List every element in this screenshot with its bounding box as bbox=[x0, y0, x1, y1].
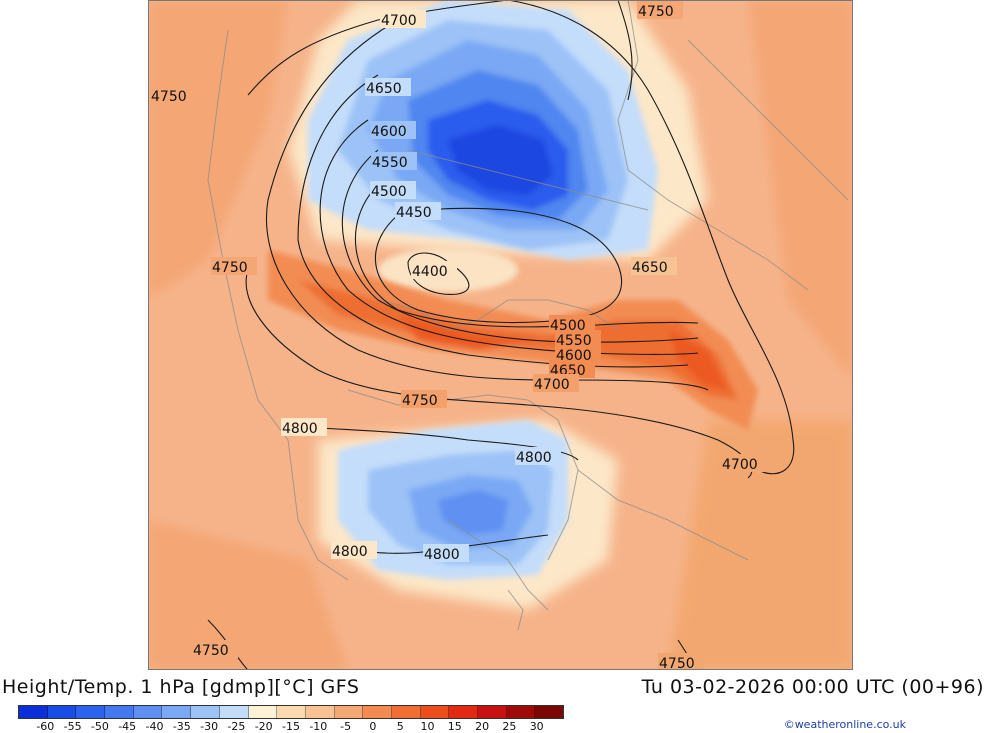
colorbar-tick-label: -35 bbox=[172, 720, 191, 733]
contour-label: 4450 bbox=[396, 205, 432, 221]
contour-label: 4700 bbox=[722, 457, 758, 473]
colorbar-swatch bbox=[219, 706, 249, 718]
height-contours bbox=[207, 0, 795, 670]
contour-4600 bbox=[319, 119, 699, 355]
colorbar-tick-label: 15 bbox=[447, 720, 462, 733]
contour-4700-east bbox=[507, 0, 795, 475]
contour-4750-mid bbox=[245, 269, 753, 479]
colorbar-swatch bbox=[535, 706, 564, 718]
colorbar-swatch bbox=[277, 706, 306, 718]
colorbar-swatch bbox=[391, 706, 421, 718]
colorbar-swatch bbox=[363, 706, 392, 718]
colorbar-swatch bbox=[478, 706, 507, 718]
colorbar-swatch bbox=[506, 706, 536, 718]
colorbar-swatch bbox=[76, 706, 106, 718]
colorbar-ticks: -60 -55 -50 -45 -40 -35 -30 -25 -20 -15 -10 -5 0 5 10 1… bbox=[18, 720, 564, 733]
contour-label: 4700 bbox=[534, 377, 570, 393]
colorbar-swatch bbox=[162, 706, 192, 718]
contour-label: 4750 bbox=[151, 89, 187, 105]
colorbar-tick-label: -50 bbox=[90, 720, 109, 733]
colorbar-tick-label: 0 bbox=[369, 720, 377, 733]
colorbar-tick-label: -60 bbox=[36, 720, 55, 733]
colorbar-swatch bbox=[420, 706, 450, 718]
contour-4700-loop bbox=[266, 19, 709, 391]
colorbar-tick-label: -25 bbox=[227, 720, 246, 733]
colorbar-tick-label: 30 bbox=[529, 720, 544, 733]
warm-band bbox=[268, 250, 758, 430]
colorbar-swatch bbox=[191, 706, 220, 718]
valid-time: Tu 03-02-2026 00:00 UTC (00+96) bbox=[641, 676, 984, 698]
contour-4700-north bbox=[247, 0, 509, 96]
colorbar-tick-label: -45 bbox=[118, 720, 137, 733]
colorbar-tick-label: -55 bbox=[63, 720, 82, 733]
map-svg: 4700 4750 4750 4650 4600 4550 4500 4450 … bbox=[148, 0, 853, 670]
colorbar-tick-label: -15 bbox=[282, 720, 300, 733]
contour-label: 4750 bbox=[659, 656, 695, 670]
contour-label-layer: 4700 4750 4750 4650 4600 4550 4500 4450 … bbox=[150, 1, 767, 670]
colorbar-swatch bbox=[449, 706, 478, 718]
contour-4550 bbox=[341, 149, 699, 343]
contour-label: 4800 bbox=[332, 544, 368, 560]
contour-label: 4800 bbox=[424, 547, 460, 563]
contour-label: 4550 bbox=[372, 155, 408, 171]
colorbar-tick-label: 10 bbox=[420, 720, 435, 733]
contour-label: 4750 bbox=[212, 260, 248, 276]
contour-label: 4700 bbox=[381, 13, 417, 29]
contour-label: 4600 bbox=[371, 124, 407, 140]
contour-4450 bbox=[375, 207, 623, 324]
colorbar-tick-label: -5 bbox=[340, 720, 352, 733]
colorbar bbox=[18, 705, 564, 719]
contour-label: 4400 bbox=[412, 264, 448, 280]
chart-title: Height/Temp. 1 hPa [gdmp][°C] GFS bbox=[2, 676, 360, 698]
colorbar-tick-label: 25 bbox=[502, 720, 517, 733]
contour-label: 4650 bbox=[632, 260, 668, 276]
colorbar-tick-label: 20 bbox=[475, 720, 490, 733]
contour-label: 4750 bbox=[638, 4, 674, 20]
contour-4750-ne bbox=[617, 0, 633, 101]
map-frame bbox=[148, 0, 853, 670]
contour-4500 bbox=[355, 184, 699, 328]
colorbar-swatch bbox=[133, 706, 163, 718]
colorbar-tick-label: 5 bbox=[396, 720, 404, 733]
contour-label: 4750 bbox=[193, 643, 229, 659]
contour-label: 4800 bbox=[282, 421, 318, 437]
colorbar-swatch bbox=[248, 706, 278, 718]
contour-label: 4800 bbox=[516, 450, 552, 466]
colorbar-tick-label: -20 bbox=[254, 720, 273, 733]
colorbar-swatch bbox=[47, 706, 77, 718]
contour-4400 bbox=[407, 252, 470, 295]
colorbar-tick-label: -30 bbox=[200, 720, 219, 733]
colorbar-tick-label: -40 bbox=[145, 720, 164, 733]
colorbar-swatch bbox=[334, 706, 364, 718]
colorbar-swatch bbox=[19, 706, 48, 718]
contour-label: 4750 bbox=[402, 393, 438, 409]
colorbar-tick-label: -10 bbox=[309, 720, 328, 733]
colorbar-swatch bbox=[305, 706, 335, 718]
contour-label: 4650 bbox=[366, 81, 402, 97]
credit-link[interactable]: ©weatheronline.co.uk bbox=[783, 718, 906, 731]
weather-map: 4700 4750 4750 4650 4600 4550 4500 4450 … bbox=[148, 0, 853, 670]
contour-label: 4500 bbox=[371, 184, 407, 200]
colorbar-swatch bbox=[105, 706, 134, 718]
